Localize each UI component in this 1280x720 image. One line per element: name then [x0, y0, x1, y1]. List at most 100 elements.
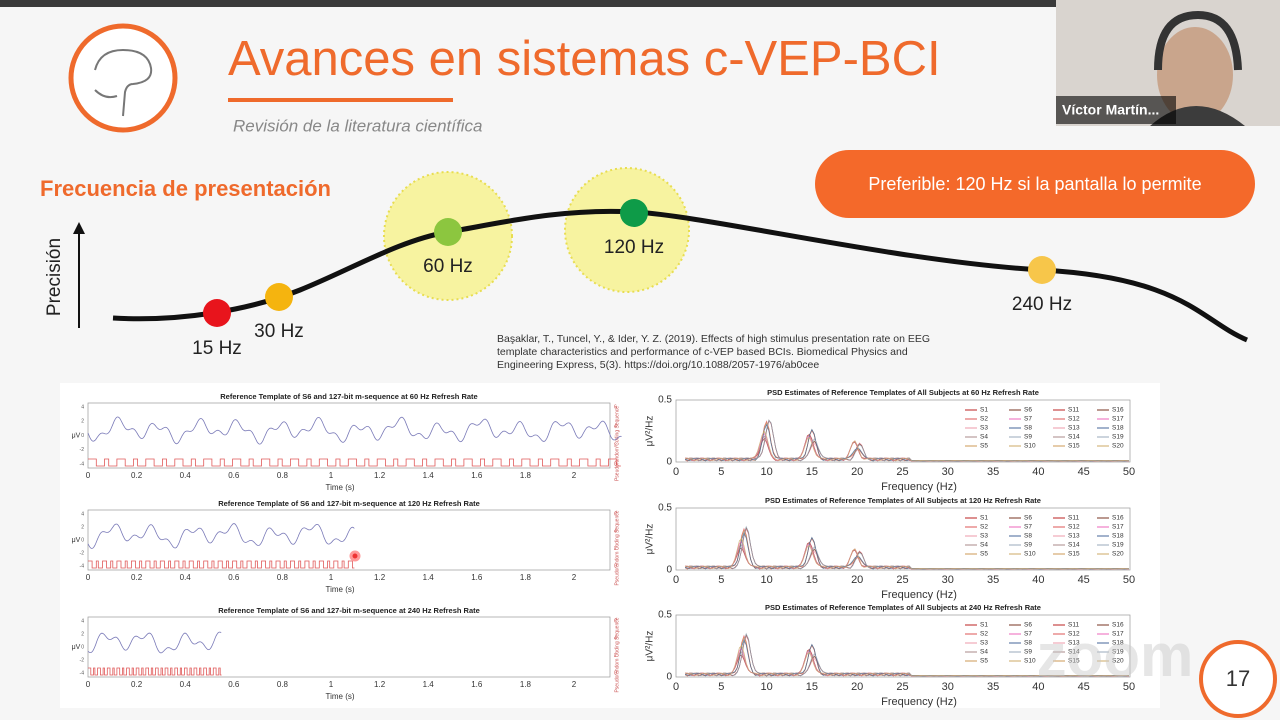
frequency-dot — [265, 283, 293, 311]
legend-entry: S14 — [1068, 434, 1080, 441]
x-tick-label: 1.4 — [423, 573, 435, 582]
x-tick-label: 40 — [1032, 574, 1044, 586]
y-tick-label: 0 — [81, 537, 84, 543]
y-tick-label: 0 — [666, 565, 672, 576]
participant-name: Víctor Martín... — [1062, 102, 1159, 118]
legend-entry: S13 — [1068, 533, 1080, 540]
y-tick-label: 2 — [81, 631, 84, 637]
legend-entry: S9 — [1024, 649, 1032, 656]
right-tick-label: 6 — [614, 511, 617, 517]
right-tick-label: 2 — [614, 546, 617, 552]
x-label: Frequency (Hz) — [881, 696, 957, 708]
x-label: Frequency (Hz) — [881, 481, 957, 493]
legend-entry: S20 — [1112, 658, 1124, 665]
x-tick-label: 1.8 — [520, 573, 532, 582]
right-tick-label: 6 — [614, 404, 617, 410]
legend-entry: S7 — [1024, 631, 1032, 638]
legend-entry: S2 — [980, 416, 988, 423]
frequency-dot — [203, 299, 231, 327]
plot-frame — [87, 616, 611, 678]
frequency-label: 30 Hz — [254, 321, 304, 342]
right-tick-label: 6 — [614, 618, 617, 624]
code-sequence — [88, 667, 222, 676]
legend-entry: S5 — [980, 443, 988, 450]
name-tag — [1056, 96, 1176, 124]
legend-entry: S13 — [1068, 425, 1080, 432]
legend-entry: S10 — [1024, 658, 1036, 665]
legend-entry: S6 — [1024, 622, 1032, 629]
frequency-label: 15 Hz — [192, 338, 242, 359]
legend-entry: S6 — [1024, 515, 1032, 522]
x-tick-label: 15 — [806, 681, 818, 693]
x-tick-label: 0.6 — [228, 471, 240, 480]
legend-entry: S10 — [1024, 443, 1036, 450]
x-tick-label: 5 — [718, 466, 724, 478]
x-tick-label: 25 — [896, 574, 908, 586]
x-tick-label: 5 — [718, 681, 724, 693]
top-bar — [0, 0, 1056, 7]
legend-entry: S9 — [1024, 542, 1032, 549]
legend-entry: S17 — [1112, 416, 1124, 423]
plot-frame — [675, 507, 1131, 571]
x-tick-label: 25 — [896, 681, 908, 693]
right-label: Pseudorandom Coding Sequence — [614, 406, 620, 481]
y-tick-label: 4 — [81, 511, 84, 517]
x-tick-label: 35 — [987, 681, 999, 693]
signal-trace — [87, 523, 355, 549]
section-heading: Frecuencia de presentación — [40, 176, 331, 201]
legend-entry: S16 — [1112, 622, 1124, 629]
plot-title: Reference Template of S6 and 127-bit m-s… — [220, 392, 477, 401]
plot-title: PSD Estimates of Reference Templates of … — [767, 388, 1039, 397]
legend-entry: S1 — [980, 515, 988, 522]
legend-entry: S5 — [980, 658, 988, 665]
legend-entry: S8 — [1024, 640, 1032, 647]
citation: Başaklar, T., Tuncel, Y., & Ider, Y. Z. … — [497, 333, 931, 371]
x-tick-label: 10 — [760, 574, 772, 586]
legend-entry: S18 — [1112, 640, 1124, 647]
frequency-label: 60 Hz — [423, 256, 473, 277]
x-tick-label: 45 — [1078, 466, 1090, 478]
callout-text: Preferible: 120 Hz si la pantalla lo per… — [868, 174, 1201, 194]
x-label: Time (s) — [325, 483, 354, 492]
x-tick-label: 35 — [987, 466, 999, 478]
x-label: Frequency (Hz) — [881, 589, 957, 601]
x-tick-label: 50 — [1123, 466, 1135, 478]
y-label: μV²/Hz — [645, 631, 656, 662]
axis-label: Precisión — [44, 238, 65, 316]
signal-trace — [87, 631, 222, 654]
x-tick-label: 40 — [1032, 681, 1044, 693]
plot-frame — [87, 509, 611, 571]
logo — [68, 23, 178, 133]
x-tick-label: 2 — [572, 471, 577, 480]
right-tick-label: 4 — [614, 423, 617, 429]
x-tick-label: 1.2 — [374, 573, 386, 582]
y-tick-label: -4 — [80, 670, 85, 676]
y-tick-label: 0 — [666, 457, 672, 468]
y-tick-label: -4 — [80, 461, 85, 467]
legend-entry: S4 — [980, 542, 988, 549]
y-tick-label: 0.5 — [658, 610, 672, 621]
headset — [1154, 10, 1242, 71]
legend-entry: S7 — [1024, 524, 1032, 531]
legend-entry: S7 — [1024, 416, 1032, 423]
y-label: μV — [72, 644, 81, 651]
x-tick-label: 0.4 — [180, 471, 192, 480]
x-tick-label: 0.2 — [131, 680, 143, 689]
x-tick-label: 1.8 — [520, 680, 532, 689]
subtitle: Revisión de la literatura científica — [233, 116, 482, 135]
x-tick-label: 20 — [851, 466, 863, 478]
x-tick-label: 0 — [673, 466, 679, 478]
psd-trace — [685, 430, 1130, 462]
legend-entry: S15 — [1068, 443, 1080, 450]
frequency-dot — [1028, 256, 1056, 284]
x-tick-label: 10 — [760, 466, 772, 478]
legend-entry: S2 — [980, 524, 988, 531]
legend-entry: S14 — [1068, 649, 1080, 656]
psd-trace — [685, 644, 1130, 677]
legend-entry: S20 — [1112, 443, 1124, 450]
frequency-label: 240 Hz — [1012, 294, 1072, 315]
signal-trace — [87, 416, 622, 445]
legend-entry: S3 — [980, 425, 988, 432]
y-tick-label: 0 — [666, 672, 672, 683]
x-tick-label: 0.2 — [131, 573, 143, 582]
